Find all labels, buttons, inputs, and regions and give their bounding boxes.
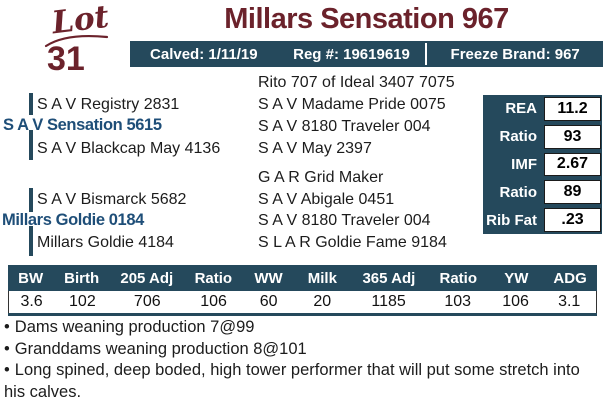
pedigree-bracket-bar [29, 226, 33, 256]
pedigree-bracket-bar [29, 130, 33, 160]
note-item: • Dams weaning production 7@99 [4, 317, 597, 339]
perf-value-ratio2: 103 [444, 293, 472, 310]
info-bar-divider [425, 43, 428, 65]
dam-dam-name: Millars Goldie 4184 [37, 234, 174, 251]
perf-header-ratio: Ratio [194, 269, 233, 287]
perf-header-adg: ADG [553, 269, 587, 287]
carcass-label-ratio2: Ratio [499, 183, 538, 201]
perf-header-ratio2: Ratio [439, 269, 478, 287]
note-item: • Long spined, deep boded, high tower per… [4, 360, 597, 403]
bullet-marker: • [4, 361, 10, 379]
page-title: Millars Sensation 967 [224, 3, 509, 35]
sire-sire-name: S A V Registry 2831 [37, 96, 180, 113]
perf-value-bw: 3.6 [20, 293, 43, 310]
perf-value-yw: 106 [502, 293, 529, 310]
note-text: Long spined, deep boded, high tower perf… [4, 361, 580, 401]
perf-value-adg: 3.1 [558, 293, 581, 310]
perf-header-ww: WW [254, 269, 283, 287]
notes-section: • Dams weaning production 7@99 • Granddams… [4, 317, 597, 403]
perf-value-milk: 20 [313, 293, 332, 310]
perf-header-365adj: 365 Adj [362, 269, 416, 287]
sire-dam-sire-name: S A V 8180 Traveler 004 [258, 118, 431, 135]
carcass-value-ratio: 93 [544, 124, 601, 149]
bullet-marker: • [4, 318, 10, 336]
perf-value-205adj: 706 [133, 293, 161, 310]
carcass-row: Ratio 89 [483, 178, 602, 206]
sire-grandsire-name: Rito 707 of Ideal 3407 7075 [258, 74, 455, 91]
note-text: Granddams weaning production 8@101 [14, 339, 307, 358]
sire-dam-name: S A V Blackcap May 4136 [37, 140, 221, 157]
dam-dam-dam-name: S L A R Goldie Fame 9184 [258, 234, 447, 251]
lot-underline-swash [44, 34, 109, 48]
dam-sire-name: S A V Bismarck 5682 [37, 191, 187, 208]
carcass-label-ratio: Ratio [499, 128, 538, 146]
lot-number: 31 [47, 40, 85, 78]
perf-header-yw: YW [504, 269, 529, 287]
sire-granddam-name: S A V Madame Pride 0075 [258, 96, 446, 113]
dam-name: Millars Goldie 0184 [2, 211, 144, 229]
dam-dam-sire-name: S A V 8180 Traveler 004 [258, 212, 431, 229]
note-item: • Granddams weaning production 8@101 [4, 339, 597, 361]
carcass-row: IMF 2.67 [483, 151, 602, 179]
bullet-marker: • [4, 339, 10, 358]
pedigree-bracket-bar [29, 93, 33, 115]
perf-header-milk: Milk [307, 269, 337, 287]
freeze-brand-label: Freeze Brand: 967 [450, 45, 580, 63]
perf-value-birth: 102 [69, 293, 96, 310]
performance-table-values: 3.6 102 706 106 60 20 1185 103 106 3.1 [8, 291, 597, 313]
carcass-row: REA 11.2 [483, 95, 602, 123]
carcass-table: REA 11.2 Ratio 93 IMF 2.67 Ratio 89 Rib … [483, 95, 602, 234]
pedigree-bracket-bar [29, 188, 33, 212]
info-bar: Calved: 1/11/19 Reg #: 19619619 Freeze B… [130, 41, 603, 67]
performance-table: BW Birth 205 Adj Ratio WW Milk 365 Adj R… [8, 265, 597, 316]
perf-value-ww: 60 [259, 293, 278, 310]
dam-granddam-name: S A V Abigale 0451 [258, 191, 395, 208]
perf-header-205adj: 205 Adj [120, 269, 174, 287]
perf-value-365adj: 1185 [371, 293, 406, 310]
carcass-value-ratio2: 89 [544, 180, 601, 205]
carcass-label-rea: REA [505, 100, 537, 118]
perf-value-ratio: 106 [200, 293, 227, 310]
carcass-label-ribfat: Rib Fat [486, 211, 537, 229]
carcass-row: Rib Fat .23 [483, 206, 602, 234]
sire-dam-dam-name: S A V May 2397 [258, 140, 372, 157]
calved-label: Calved: 1/11/19 [150, 45, 258, 63]
dam-grandsire-name: G A R Grid Maker [258, 169, 384, 186]
carcass-value-imf: 2.67 [544, 152, 601, 177]
performance-table-header: BW Birth 205 Adj Ratio WW Milk 365 Adj R… [8, 265, 597, 291]
perf-header-bw: BW [18, 269, 44, 287]
carcass-value-rea: 11.2 [544, 97, 601, 121]
carcass-value-ribfat: .23 [544, 208, 601, 232]
carcass-label-imf: IMF [511, 155, 537, 173]
carcass-row: Ratio 93 [483, 123, 602, 151]
perf-header-birth: Birth [64, 269, 100, 287]
performance-table-bottom-rule [8, 313, 597, 316]
note-text: Dams weaning production 7@99 [14, 318, 255, 336]
reg-number-label: Reg #: 19619619 [293, 45, 410, 63]
sire-name: S A V Sensation 5615 [3, 116, 162, 134]
